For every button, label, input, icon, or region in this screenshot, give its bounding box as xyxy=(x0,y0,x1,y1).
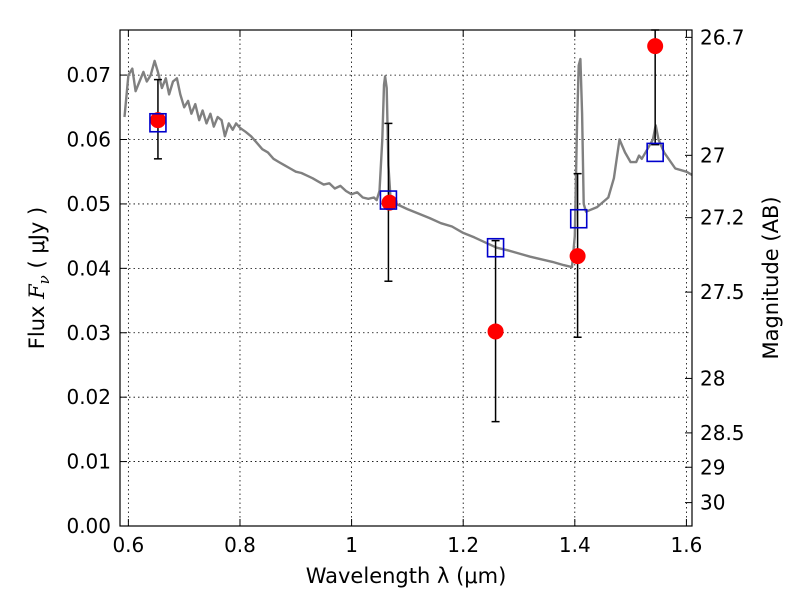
model-spectrum-line xyxy=(123,57,692,269)
y-axis-title-prefix: Flux xyxy=(25,299,49,349)
y-tick-label: 0.00 xyxy=(66,514,111,538)
model-flux-square xyxy=(379,190,398,210)
model-flux-square xyxy=(486,237,505,258)
y2-tick-label: 29 xyxy=(700,455,725,479)
y-axis-title: Flux Fν ( μJy ) xyxy=(25,207,53,349)
y2-tick-label: 26.7 xyxy=(700,25,745,49)
y-axis-title-subscript: ν xyxy=(35,275,53,284)
x-tick-label: 0.8 xyxy=(224,533,256,557)
model-flux-square xyxy=(569,208,588,229)
x-tick-label: 1.2 xyxy=(447,533,479,557)
observed-flux-point xyxy=(487,323,504,340)
observed-flux-point xyxy=(381,194,398,211)
y2-tick-label: 27.5 xyxy=(700,280,745,304)
plot-data xyxy=(123,29,692,423)
y-axis-title-symbol: F xyxy=(25,283,49,300)
y-tick-label: 0.05 xyxy=(66,192,111,216)
x-axis-title: Wavelength λ (μm) xyxy=(306,564,507,588)
observed-flux-point xyxy=(647,38,664,55)
x-tick-label: 1.4 xyxy=(559,533,591,557)
model-flux-square xyxy=(149,112,167,133)
plot-frame xyxy=(119,29,693,527)
grid-lines xyxy=(120,30,692,526)
y-axis-title-suffix: ( μJy ) xyxy=(25,207,49,275)
y2-tick-label: 30 xyxy=(700,491,725,515)
y-tick-label: 0.07 xyxy=(66,63,111,87)
y-tick-label: 0.03 xyxy=(66,321,111,345)
y2-tick-label: 27 xyxy=(700,143,725,167)
observed-flux-point xyxy=(149,112,166,129)
x-tick-label: 1 xyxy=(345,533,358,557)
y2-tick-label: 27.2 xyxy=(700,206,745,230)
y-tick-label: 0.01 xyxy=(66,450,111,474)
x-tick-label: 1.6 xyxy=(671,533,703,557)
y2-tick-label: 28.5 xyxy=(700,421,745,445)
y-tick-label: 0.02 xyxy=(66,385,111,409)
model-flux-square xyxy=(646,142,664,163)
right-axis-title: Magnitude (AB) xyxy=(759,196,783,359)
y-tick-label: 0.04 xyxy=(66,256,111,280)
x-tick-label: 0.6 xyxy=(112,533,144,557)
y2-tick-label: 28 xyxy=(700,366,725,390)
observed-flux-point xyxy=(569,248,586,265)
y-tick-label: 0.06 xyxy=(66,128,111,152)
axis-ticks: 0.6 0.8 1 1.2 1.4 1.6 0.00 0.01 0.02 0.03 0.04 0.05… xyxy=(66,25,744,557)
